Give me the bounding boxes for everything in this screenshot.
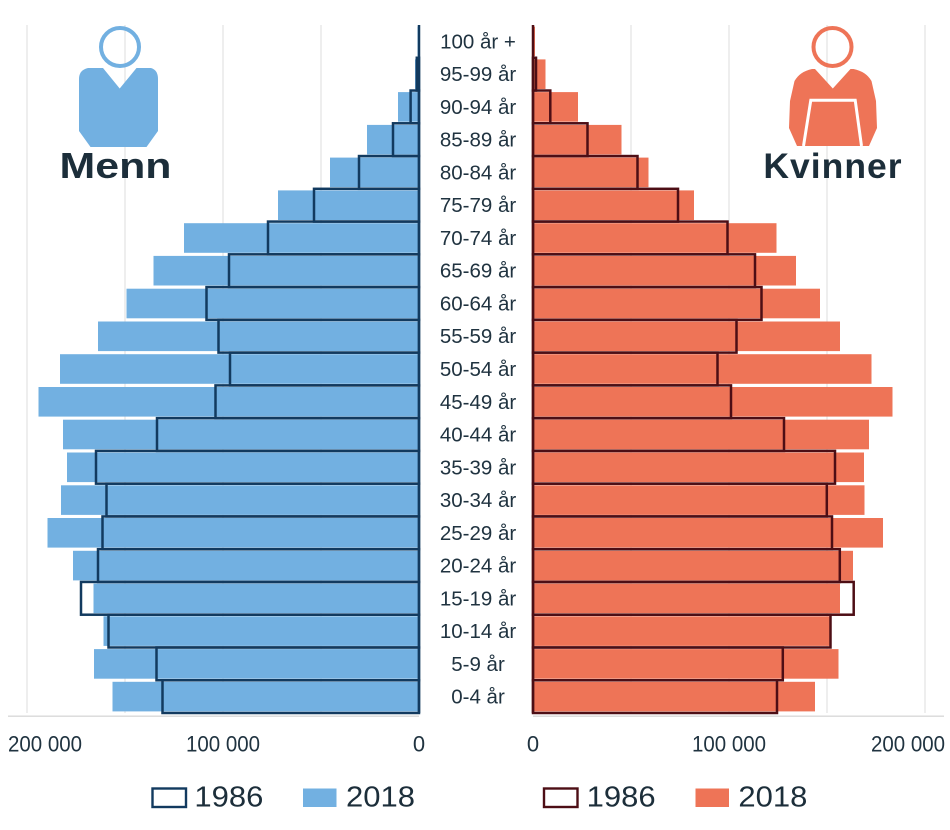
svg-text:1986: 1986 bbox=[194, 782, 263, 814]
svg-text:45-49 år: 45-49 år bbox=[440, 391, 517, 414]
svg-text:20-24 år: 20-24 år bbox=[440, 555, 517, 578]
svg-text:55-59 år: 55-59 år bbox=[440, 325, 517, 348]
svg-text:60-64 år: 60-64 år bbox=[440, 293, 517, 316]
svg-text:85-89 år: 85-89 år bbox=[440, 129, 517, 152]
svg-text:25-29 år: 25-29 år bbox=[440, 522, 517, 545]
svg-text:65-69 år: 65-69 år bbox=[440, 260, 517, 283]
svg-text:0: 0 bbox=[527, 732, 539, 757]
svg-text:200 000: 200 000 bbox=[871, 732, 945, 757]
svg-text:70-74 år: 70-74 år bbox=[440, 227, 517, 250]
svg-text:Menn: Menn bbox=[60, 145, 172, 186]
svg-text:80-84 år: 80-84 år bbox=[440, 161, 517, 184]
svg-text:0: 0 bbox=[413, 732, 425, 757]
svg-text:5-9 år: 5-9 år bbox=[451, 653, 505, 676]
svg-text:75-79 år: 75-79 år bbox=[440, 194, 517, 217]
svg-text:50-54 år: 50-54 år bbox=[440, 358, 517, 381]
svg-text:2018: 2018 bbox=[346, 782, 415, 814]
svg-text:35-39 år: 35-39 år bbox=[440, 456, 517, 479]
svg-text:0-4 år: 0-4 år bbox=[451, 686, 505, 709]
svg-text:95-99 år: 95-99 år bbox=[440, 63, 517, 86]
svg-text:40-44 år: 40-44 år bbox=[440, 424, 517, 447]
svg-text:30-34 år: 30-34 år bbox=[440, 489, 517, 512]
svg-text:10-14 år: 10-14 år bbox=[440, 620, 517, 643]
svg-text:15-19 år: 15-19 år bbox=[440, 587, 517, 610]
svg-text:2018: 2018 bbox=[738, 782, 807, 814]
svg-text:90-94 år: 90-94 år bbox=[440, 96, 517, 119]
svg-text:100 år +: 100 år + bbox=[440, 30, 516, 53]
svg-text:100 000: 100 000 bbox=[186, 732, 260, 757]
svg-text:Kvinner: Kvinner bbox=[763, 146, 902, 186]
svg-text:100 000: 100 000 bbox=[692, 732, 766, 757]
svg-text:200 000: 200 000 bbox=[8, 732, 82, 757]
svg-text:1986: 1986 bbox=[587, 782, 656, 814]
